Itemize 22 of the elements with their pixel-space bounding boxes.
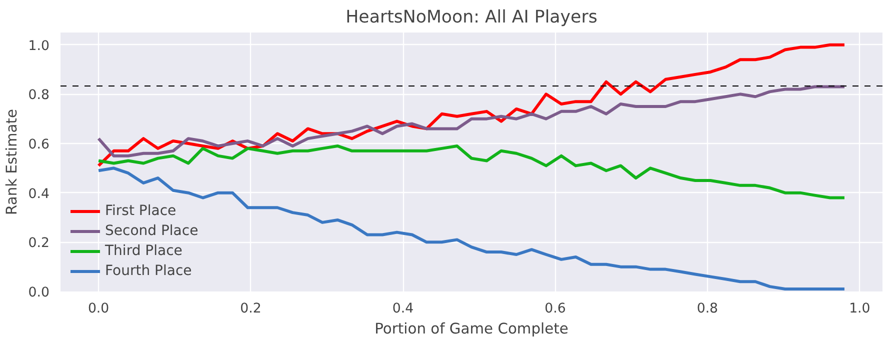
x-tick-label: 1.0	[849, 302, 870, 316]
x-tick-label: 0.0	[88, 302, 110, 316]
x-tick-label: 0.6	[544, 302, 566, 316]
x-axis-title: Portion of Game Complete	[374, 320, 568, 338]
x-tick-label: 0.2	[240, 302, 262, 316]
y-tick-label: 0.8	[28, 88, 50, 104]
y-tick-label: 0.6	[28, 138, 50, 152]
line-series	[97, 166, 846, 291]
x-tick-label: 0.4	[392, 302, 414, 316]
y-axis-title: Rank Estimate	[3, 108, 20, 216]
y-tick-label: 0.2	[28, 236, 50, 252]
chart-title: HeartsNoMoon: All AI Players	[346, 8, 598, 28]
line-series	[97, 85, 846, 158]
y-tick-label: 0.4	[28, 186, 50, 202]
x-tick-label: 0.8	[696, 302, 718, 316]
line-series	[97, 144, 846, 200]
legend-label: Third Place	[105, 243, 182, 259]
legend-label: First Place	[105, 203, 176, 219]
legend-label: Second Place	[105, 223, 198, 239]
y-tick-label: 0.0	[28, 286, 50, 300]
legend-label: Fourth Place	[105, 263, 192, 279]
y-tick-label: 1.0	[28, 38, 50, 54]
